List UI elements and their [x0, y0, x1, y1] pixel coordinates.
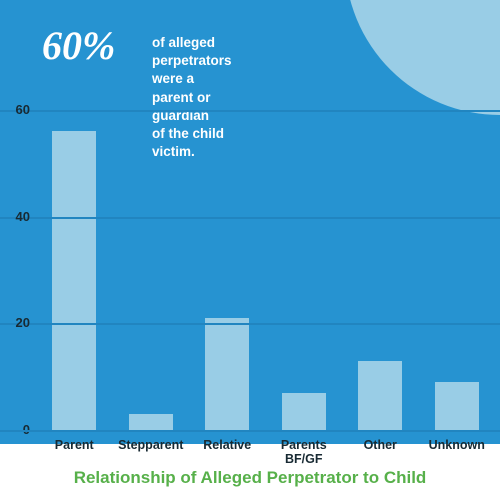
category-label: Unknown	[419, 438, 496, 452]
category-label: Parents BF/GF	[266, 438, 343, 466]
headline: 60% of alleged perpetratorswere a parent…	[42, 26, 115, 66]
bar	[52, 131, 96, 430]
bar-group	[342, 361, 419, 430]
bar	[435, 382, 479, 430]
bar	[358, 361, 402, 430]
y-axis-label: 40	[2, 209, 30, 224]
bar-chart: 0204060ParentStepparentRelativeParents B…	[0, 110, 500, 430]
category-label: Other	[342, 438, 419, 452]
bar-group	[36, 131, 113, 430]
category-label: Relative	[189, 438, 266, 452]
chart-title: Relationship of Alleged Perpetrator to C…	[0, 468, 500, 488]
bar-group	[419, 382, 496, 430]
bar-group	[189, 318, 266, 430]
bars-container	[36, 110, 495, 430]
infographic-card: 60% of alleged perpetratorswere a parent…	[0, 0, 500, 500]
bar	[129, 414, 173, 430]
y-axis-label: 20	[2, 315, 30, 330]
bar	[205, 318, 249, 430]
gridline	[0, 217, 500, 219]
category-label: Parent	[36, 438, 113, 452]
headline-percent: 60%	[42, 23, 115, 68]
y-axis-label: 60	[2, 102, 30, 117]
bar	[282, 393, 326, 430]
category-label: Stepparent	[113, 438, 190, 452]
bar-group	[113, 414, 190, 430]
x-axis-line	[0, 430, 500, 432]
gridline	[0, 110, 500, 112]
bar-group	[266, 393, 343, 430]
gridline	[0, 323, 500, 325]
